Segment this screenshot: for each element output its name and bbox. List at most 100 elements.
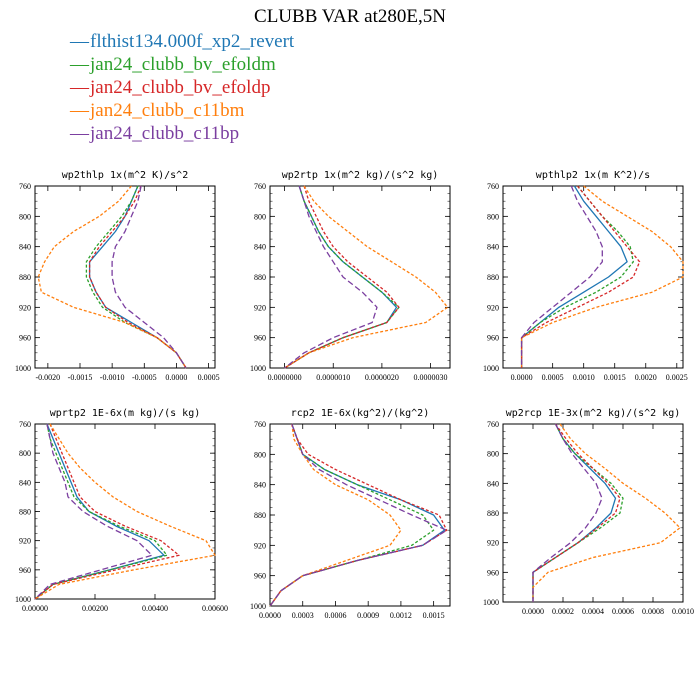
plot-panel: rcp2 1E-6x(kg^2)/(kg^2) 760 800 840 880 920 96… — [250, 408, 451, 620]
y-tick-label: 840 — [254, 481, 266, 490]
y-tick-label: 920 — [254, 541, 266, 550]
y-tick-label: 880 — [487, 509, 499, 518]
x-tick-label: 0.0000000 — [268, 373, 302, 382]
series-line — [88, 185, 187, 369]
x-tick-label: -0.0020 — [36, 373, 61, 382]
x-tick-label: 0.0012 — [390, 611, 412, 620]
y-tick-label: 760 — [487, 182, 499, 191]
series-line — [284, 185, 400, 369]
series-line — [88, 185, 187, 369]
x-tick-label: 0.00400 — [142, 604, 168, 613]
series-line — [532, 423, 621, 602]
series-line — [111, 185, 187, 369]
y-tick-label: 760 — [254, 420, 266, 429]
series-line — [520, 185, 603, 368]
x-tick-label: -0.0005 — [132, 373, 157, 382]
x-tick-label: 0.00600 — [202, 604, 228, 613]
y-tick-label: 1000 — [483, 364, 499, 373]
plot-title: wprtp2 1E-6x(m kg)/(s kg) — [50, 408, 201, 419]
x-tick-label: 0.0009 — [357, 611, 379, 620]
x-tick-label: 0.0000 — [511, 373, 533, 382]
y-tick-label: 960 — [487, 334, 499, 343]
x-tick-label: 0.0006 — [324, 611, 346, 620]
y-tick-label: 800 — [19, 449, 31, 458]
x-tick-label: 0.0015 — [423, 611, 445, 620]
y-tick-label: 1000 — [15, 595, 31, 604]
y-tick-label: 1000 — [483, 598, 499, 607]
plot-panel: wp2rtp 1x(m^2 kg)/(s^2 kg) 760 800 840 880 92… — [250, 170, 451, 382]
x-tick-label: 0.0003 — [292, 611, 314, 620]
series-line — [284, 185, 400, 369]
y-tick-label: 920 — [19, 303, 31, 312]
y-tick-label: 800 — [254, 212, 266, 221]
plot-panel: wpthlp2 1x(m K^2)/s 760 800 840 880 920 960 100… — [483, 170, 688, 382]
x-tick-label: 0.00200 — [82, 604, 108, 613]
series-line — [269, 423, 435, 607]
y-tick-label: 760 — [19, 420, 31, 429]
y-tick-label: 1000 — [250, 364, 266, 373]
series-line — [34, 423, 153, 600]
series-line — [532, 423, 617, 602]
y-tick-label: 840 — [19, 478, 31, 487]
series-line — [520, 185, 634, 368]
x-tick-label: 0.0015 — [604, 373, 626, 382]
plot-panel: wp2thlp 1x(m^2 K)/s^2 760 800 840 880 920 960 1… — [15, 170, 220, 382]
x-tick-label: 0.0000 — [165, 373, 187, 382]
series-line — [284, 185, 378, 369]
y-tick-label: 960 — [487, 568, 499, 577]
legend-label: jan24_clubb_bv_efoldp — [90, 77, 271, 98]
plot-frame — [269, 185, 451, 369]
x-tick-label: 0.0005 — [542, 373, 564, 382]
series-line — [34, 423, 168, 600]
y-tick-label: 960 — [254, 334, 266, 343]
series-line — [269, 423, 448, 607]
series-line — [37, 185, 187, 369]
legend-label: jan24_clubb_c11bm — [90, 100, 245, 121]
x-tick-label: 0.0020 — [635, 373, 657, 382]
plot-frame — [34, 423, 216, 600]
y-tick-label: 880 — [19, 508, 31, 517]
series-line — [269, 423, 402, 607]
y-tick-label: 960 — [19, 566, 31, 575]
legend: —flthist134.000f_xp2_revert —jan24_clubb… — [70, 30, 294, 145]
x-tick-label: 0.0000020 — [365, 373, 399, 382]
series-line — [532, 423, 603, 602]
series-line — [269, 423, 448, 607]
y-tick-label: 800 — [487, 450, 499, 459]
series-line — [34, 423, 165, 600]
plot-frame — [34, 185, 216, 369]
y-tick-label: 840 — [487, 479, 499, 488]
plot-title: wp2thlp 1x(m^2 K)/s^2 — [62, 170, 188, 181]
y-tick-label: 1000 — [250, 602, 266, 611]
x-tick-label: 0.0000 — [522, 607, 544, 616]
series-line — [532, 423, 624, 602]
x-tick-label: 0.0025 — [666, 373, 688, 382]
plot-title: wp2rtp 1x(m^2 kg)/(s^2 kg) — [282, 170, 439, 181]
series-line — [34, 423, 216, 600]
y-tick-label: 800 — [19, 212, 31, 221]
series-line — [284, 185, 398, 369]
plot-title: rcp2 1E-6x(kg^2)/(kg^2) — [291, 408, 429, 419]
x-tick-label: 0.0010 — [672, 607, 694, 616]
plot-panel: wp2rcp 1E-3x(m^2 kg)/(s^2 kg) 760 800 840 88… — [483, 408, 694, 616]
y-tick-label: 960 — [19, 334, 31, 343]
x-tick-label: 0.0000010 — [316, 373, 350, 382]
x-tick-label: 0.0002 — [552, 607, 574, 616]
x-tick-label: 0.0008 — [642, 607, 664, 616]
y-tick-label: 760 — [487, 420, 499, 429]
x-tick-label: -0.0015 — [68, 373, 93, 382]
y-tick-label: 1000 — [15, 364, 31, 373]
page-title: CLUBB VAR at280E,5N — [254, 6, 446, 27]
series-line — [532, 423, 681, 602]
series-line — [34, 423, 180, 600]
y-tick-label: 920 — [487, 303, 499, 312]
y-tick-label: 840 — [487, 243, 499, 252]
x-tick-label: 0.0006 — [612, 607, 634, 616]
y-tick-label: 760 — [254, 182, 266, 191]
y-tick-label: 840 — [19, 243, 31, 252]
legend-entry: —jan24_clubb_c11bp — [70, 122, 294, 145]
plot-title: wp2rcp 1E-3x(m^2 kg)/(s^2 kg) — [506, 408, 681, 419]
legend-label: jan24_clubb_c11bp — [90, 123, 240, 144]
x-tick-label: -0.0010 — [100, 373, 125, 382]
y-tick-label: 880 — [254, 511, 266, 520]
